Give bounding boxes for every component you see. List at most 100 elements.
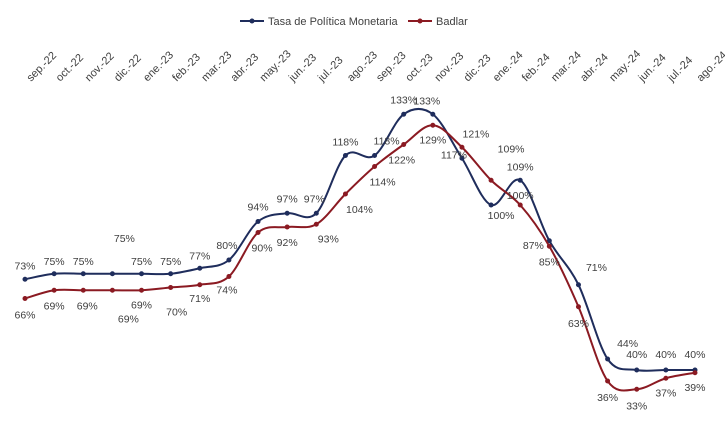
data-point bbox=[575, 304, 581, 310]
legend-label: Tasa de Política Monetaria bbox=[268, 16, 399, 28]
data-point bbox=[197, 282, 203, 288]
data-label: 71% bbox=[586, 262, 607, 274]
data-label: 122% bbox=[388, 155, 415, 167]
data-point bbox=[401, 111, 407, 117]
data-point bbox=[22, 276, 28, 282]
x-tick-label: ago.-23 bbox=[345, 49, 380, 84]
data-label: 63% bbox=[568, 318, 589, 330]
data-label: 100% bbox=[488, 210, 515, 222]
data-point bbox=[430, 122, 436, 128]
data-point bbox=[488, 177, 494, 183]
series-line bbox=[24, 124, 696, 392]
data-label: 37% bbox=[655, 387, 676, 399]
data-point bbox=[459, 155, 465, 161]
data-label: 109% bbox=[507, 161, 534, 173]
data-label: 44% bbox=[617, 338, 638, 350]
x-tick-label: jul.-23 bbox=[315, 54, 345, 84]
x-tick-label: oct.-22 bbox=[54, 52, 86, 84]
x-tick-label: may.-24 bbox=[607, 48, 643, 84]
data-label: 70% bbox=[166, 307, 187, 319]
data-label: 75% bbox=[114, 233, 135, 245]
data-label: 94% bbox=[248, 202, 269, 214]
data-label: 77% bbox=[189, 250, 210, 262]
x-tick-label: mar.-23 bbox=[199, 49, 234, 84]
data-label: 69% bbox=[77, 300, 98, 312]
legend-label: Badlar bbox=[436, 16, 468, 28]
data-label: 114% bbox=[370, 177, 396, 189]
data-point bbox=[109, 287, 115, 293]
data-point bbox=[342, 153, 348, 158]
data-point bbox=[488, 202, 494, 208]
data-label: 69% bbox=[44, 300, 65, 312]
data-label: 73% bbox=[14, 260, 35, 272]
x-tick-label: nov.-22 bbox=[83, 50, 117, 84]
data-label: 104% bbox=[346, 204, 373, 216]
x-tick-label: abr.-24 bbox=[578, 51, 611, 84]
legend-marker bbox=[417, 18, 423, 24]
data-point bbox=[692, 370, 698, 376]
data-point bbox=[109, 271, 115, 277]
data-label: 97% bbox=[304, 193, 325, 205]
x-tick-label: may.-23 bbox=[258, 48, 294, 84]
data-point bbox=[284, 224, 290, 230]
data-point bbox=[139, 287, 145, 293]
data-point bbox=[313, 221, 319, 227]
data-point bbox=[430, 111, 436, 117]
data-label: 109% bbox=[498, 143, 525, 155]
x-tick-label: feb.-24 bbox=[520, 51, 553, 84]
data-label: 40% bbox=[655, 349, 676, 361]
data-label: 133% bbox=[390, 94, 417, 106]
x-tick-label: sep.-23 bbox=[374, 50, 408, 84]
data-label: 75% bbox=[73, 256, 94, 268]
x-tick-label: jul.-24 bbox=[665, 54, 695, 84]
data-point bbox=[226, 257, 232, 263]
data-label: 97% bbox=[277, 193, 298, 205]
x-tick-label: mar.-24 bbox=[549, 49, 584, 84]
data-label: 80% bbox=[216, 240, 237, 252]
data-label: 121% bbox=[463, 128, 490, 140]
data-label: 66% bbox=[14, 310, 35, 322]
data-label: 118% bbox=[374, 136, 400, 148]
data-point bbox=[605, 378, 611, 384]
data-point bbox=[51, 271, 57, 277]
legend-marker bbox=[249, 18, 255, 24]
data-point bbox=[605, 356, 611, 362]
data-label: 74% bbox=[216, 285, 237, 297]
data-point bbox=[517, 177, 523, 183]
data-point bbox=[197, 265, 203, 271]
data-point bbox=[255, 219, 261, 224]
data-label: 117% bbox=[441, 149, 467, 161]
data-label: 69% bbox=[118, 313, 139, 325]
data-label: 40% bbox=[626, 349, 647, 361]
data-point bbox=[22, 296, 28, 301]
data-point bbox=[313, 210, 319, 216]
data-label: 92% bbox=[277, 237, 298, 249]
data-point bbox=[80, 287, 86, 293]
x-tick-label: oct.-23 bbox=[403, 52, 435, 84]
data-label: 87% bbox=[523, 240, 544, 252]
data-label: 133% bbox=[413, 95, 440, 107]
data-point bbox=[284, 210, 290, 216]
data-label: 90% bbox=[252, 243, 273, 255]
data-point bbox=[401, 142, 407, 147]
data-label: 129% bbox=[419, 134, 446, 146]
data-label: 85% bbox=[539, 256, 560, 268]
data-point bbox=[575, 282, 581, 288]
x-tick-label: nov.-23 bbox=[432, 50, 466, 84]
data-point bbox=[139, 271, 145, 277]
data-label: 71% bbox=[189, 293, 210, 305]
data-point bbox=[546, 243, 552, 249]
data-point bbox=[634, 367, 640, 373]
data-label: 36% bbox=[597, 392, 618, 404]
data-label: 40% bbox=[684, 349, 705, 361]
x-tick-label: dic.-23 bbox=[462, 52, 494, 84]
data-label: 33% bbox=[626, 400, 647, 412]
data-label: 75% bbox=[131, 256, 152, 268]
data-point bbox=[342, 191, 348, 197]
x-tick-label: sep.-22 bbox=[25, 50, 59, 84]
data-point bbox=[372, 164, 378, 169]
data-label: 93% bbox=[318, 233, 339, 245]
x-tick-label: dic.-22 bbox=[112, 52, 144, 84]
data-point bbox=[226, 274, 232, 279]
